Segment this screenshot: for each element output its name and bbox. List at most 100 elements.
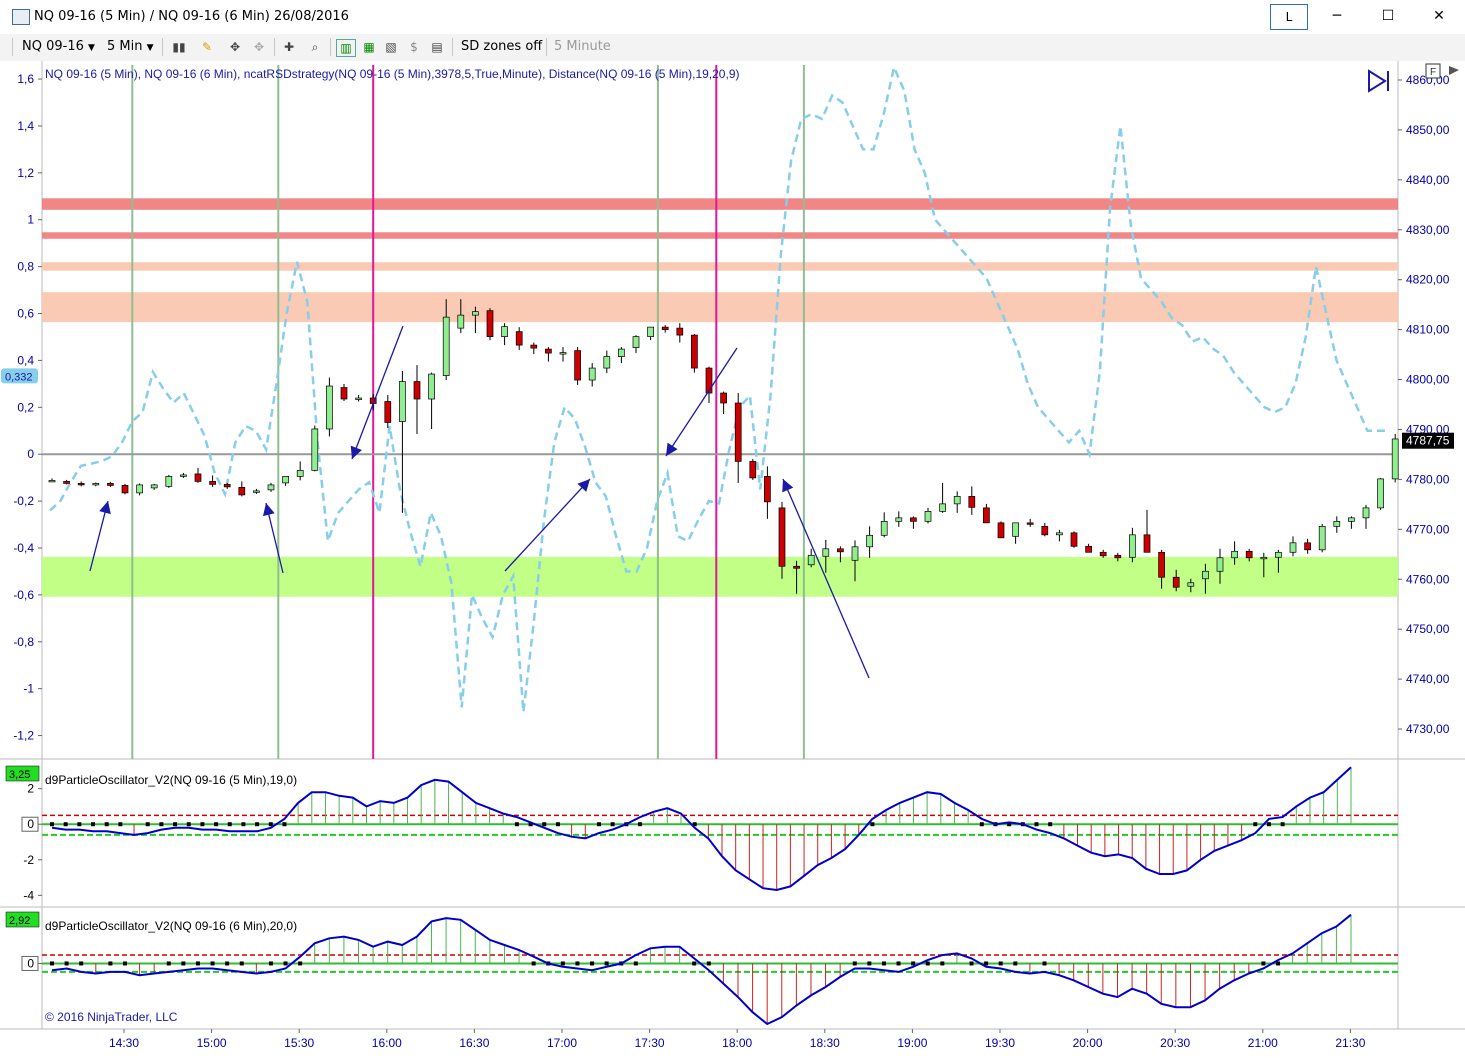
candle-up [355, 397, 362, 400]
candle-up [895, 517, 903, 522]
maximize-icon[interactable]: ☐ [1381, 8, 1395, 24]
candle-down [691, 334, 698, 369]
app-chart-icon [12, 9, 30, 25]
price-tick-label: 4750,00 [1406, 622, 1450, 636]
neutral-dot [241, 822, 246, 827]
candle-up [822, 548, 830, 557]
title-bar: NQ 09-16 (5 Min) / NQ 09-16 (6 Min) 26/0… [0, 0, 1465, 34]
candle-down [676, 327, 684, 336]
neutral-dot [604, 961, 609, 966]
support-zone [42, 556, 1398, 597]
candle-down [63, 481, 70, 484]
toolbar-separator [452, 38, 453, 56]
distance-tick-label: -0,8 [13, 635, 34, 649]
neutral-dot [881, 961, 886, 966]
neutral-dot [239, 961, 244, 966]
indicators-icon[interactable]: ▦ [363, 40, 375, 54]
candle-up [618, 348, 625, 357]
candle-down [1143, 534, 1151, 553]
bars-icon[interactable]: ▥ [336, 39, 356, 57]
time-tick-label: 15:00 [197, 1036, 227, 1050]
strategies-icon[interactable]: ▧ [385, 40, 397, 54]
neutral-dot [268, 822, 273, 827]
candle-up [311, 428, 319, 471]
minimize-icon[interactable]: ─ [1332, 8, 1342, 24]
neutral-dot [925, 961, 930, 966]
close-icon[interactable]: ✕ [1433, 8, 1445, 24]
distance-tick-label: 1,4 [17, 119, 34, 133]
oscillator-value-label: 3,25 [9, 769, 30, 781]
candle-down [209, 481, 216, 485]
link-button[interactable]: L [1270, 4, 1308, 30]
scroll-up-icon[interactable] [1449, 66, 1459, 75]
candle-up [399, 381, 406, 422]
candle-down [910, 517, 917, 522]
neutral-dot [555, 822, 560, 827]
distance-tick-label: 0,6 [17, 307, 34, 321]
oscillator-line [51, 913, 1352, 1026]
neutral-dot [298, 961, 303, 966]
neutral-dot [214, 822, 219, 827]
pointer-icon[interactable]: ✚ [283, 40, 295, 54]
time-tick-label: 19:00 [897, 1036, 927, 1050]
candle-down [77, 483, 85, 486]
neutral-dot [91, 822, 96, 827]
candle-up [953, 496, 961, 505]
neutral-dot [528, 822, 533, 827]
candle-down [997, 522, 1005, 539]
candlestick-style-icon[interactable]: ▮▮ [172, 40, 186, 54]
price-tick-label: 4850,00 [1406, 123, 1450, 137]
candle-up [647, 326, 654, 337]
candle-up [559, 352, 567, 355]
annotation-arrow-head [263, 503, 275, 517]
crosshair-tool-icon[interactable]: ✥ [229, 40, 241, 54]
annotation-arrow-line [265, 502, 284, 574]
instrument-selector[interactable]: NQ 09-16 ▼ [22, 39, 95, 54]
chart-area[interactable]: 4860,004850,004840,004830,004820,004810,… [0, 61, 1465, 1058]
candle-up [1275, 551, 1282, 558]
candle-up [1216, 557, 1224, 572]
neutral-dot [633, 961, 638, 966]
neutral-dot [282, 822, 287, 827]
scroll-to-end-icon[interactable] [1368, 69, 1389, 93]
candle-down [194, 473, 202, 482]
candle-down [705, 367, 713, 394]
distance-tick-label: -0,6 [13, 588, 34, 602]
sd-zones-toggle[interactable]: SD zones off [461, 39, 543, 54]
candle-down [1085, 545, 1092, 553]
annotation-arrow-head [577, 479, 590, 492]
window-title: NQ 09-16 (5 Min) / NQ 09-16 (6 Min) 26/0… [34, 9, 349, 24]
f-button[interactable] [1425, 63, 1441, 79]
neutral-dot [852, 961, 857, 966]
candle-up [48, 480, 56, 483]
time-tick-label: 20:30 [1160, 1036, 1190, 1050]
candle-up [807, 554, 815, 566]
period-label: 5 Min [107, 39, 143, 54]
toolbar-separator [162, 38, 163, 56]
annotation-arrow-head [666, 442, 678, 456]
neutral-dot [225, 961, 230, 966]
toolbar-separator [546, 38, 547, 56]
oscillator-tick-label: -2 [23, 853, 34, 867]
annotation-arrow-line [665, 347, 738, 457]
annotation-arrow-head [782, 479, 794, 493]
properties-icon[interactable]: ▤ [431, 40, 443, 54]
neutral-dot [870, 822, 875, 827]
candle-up [501, 326, 508, 337]
time-tick-label: 19:30 [985, 1036, 1015, 1050]
pencil-draw-icon[interactable]: ✎ [201, 40, 213, 54]
oscillator-panel-5min: 2 0 -2 -4 3,25 [5, 765, 1398, 902]
candle-up [1129, 534, 1136, 558]
zoom-icon[interactable]: ⌕ [311, 40, 319, 54]
neutral-dot [50, 822, 54, 827]
period-selector[interactable]: 5 Min ▼ [107, 39, 154, 54]
annotation-arrow-line [504, 478, 591, 572]
oscillator-line [51, 766, 1352, 892]
main-chart-title: NQ 09-16 (5 Min), NQ 09-16 (6 Min), ncat… [45, 67, 739, 81]
candle-up [588, 367, 596, 381]
price-tick-label: 4780,00 [1406, 472, 1450, 486]
candle-down [107, 483, 114, 486]
candle-down [837, 548, 844, 553]
dollar-icon[interactable]: $ [410, 40, 418, 54]
neutral-dot [63, 822, 68, 827]
